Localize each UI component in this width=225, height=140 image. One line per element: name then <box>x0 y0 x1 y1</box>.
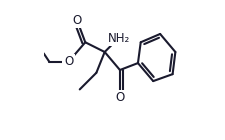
Text: O: O <box>115 91 124 104</box>
Text: NH₂: NH₂ <box>107 32 129 45</box>
Text: O: O <box>72 14 81 27</box>
Text: O: O <box>64 55 73 68</box>
